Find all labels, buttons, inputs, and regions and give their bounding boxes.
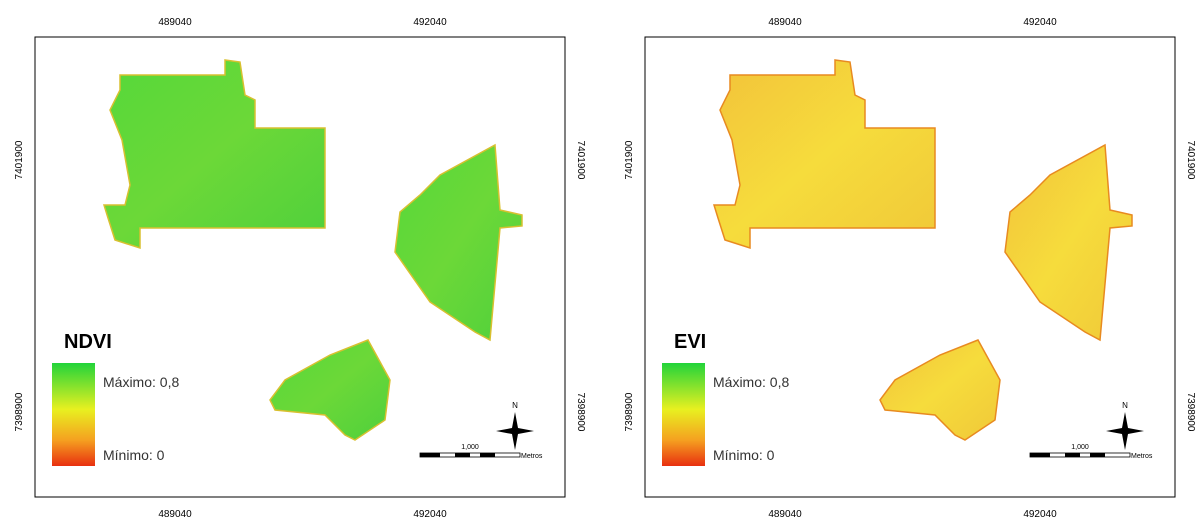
x-coordinate-label: 489040 (768, 509, 802, 520)
scale-unit: Metros (1131, 453, 1153, 460)
x-coordinate-label: 492040 (1023, 17, 1057, 28)
legend-min: Mínimo: 0 (713, 447, 775, 463)
scale-label: 1,000 (1071, 444, 1089, 451)
x-coordinate-label: 489040 (158, 17, 192, 28)
x-coordinate-label: 492040 (1023, 509, 1057, 520)
y-coordinate-label: 7398900 (624, 392, 635, 431)
y-coordinate-label: 7401900 (1185, 141, 1196, 180)
legend-max: Máximo: 0,8 (713, 374, 789, 390)
scale-label: 1,000 (461, 444, 479, 451)
legend-ramp (52, 363, 95, 466)
map-panel: 489040 489040 492040 492040 7401900 7401900 73… (14, 17, 586, 520)
y-coordinate-label: 7401900 (624, 140, 635, 179)
scale-segment (1030, 453, 1050, 457)
x-coordinate-label: 489040 (158, 509, 192, 520)
y-coordinate-label: 7398900 (575, 393, 586, 432)
north-label: N (1122, 401, 1128, 410)
scale-segment (480, 453, 495, 457)
page: 489040 489040 492040 492040 7401900 7401900 73… (0, 0, 1200, 530)
legend-max: Máximo: 0,8 (103, 374, 179, 390)
north-label: N (512, 401, 518, 410)
scale-segment (455, 453, 470, 457)
map-panel: 489040 489040 492040 492040 7401900 7401900 73… (624, 17, 1196, 520)
y-coordinate-label: 7401900 (575, 141, 586, 180)
y-coordinate-label: 7401900 (14, 140, 25, 179)
scale-segment (1090, 453, 1105, 457)
x-coordinate-label: 492040 (413, 17, 447, 28)
x-coordinate-label: 492040 (413, 509, 447, 520)
legend-ramp (662, 363, 705, 466)
y-coordinate-label: 7398900 (14, 392, 25, 431)
y-coordinate-label: 7398900 (1185, 393, 1196, 432)
legend-title: NDVI (64, 331, 112, 353)
scale-segment (420, 453, 440, 457)
legend-min: Mínimo: 0 (103, 447, 165, 463)
scale-unit: Metros (521, 453, 543, 460)
map-figure: 489040 489040 492040 492040 7401900 7401900 73… (0, 0, 1200, 525)
scale-segment (1065, 453, 1080, 457)
legend-title: EVI (674, 331, 706, 353)
x-coordinate-label: 489040 (768, 17, 802, 28)
